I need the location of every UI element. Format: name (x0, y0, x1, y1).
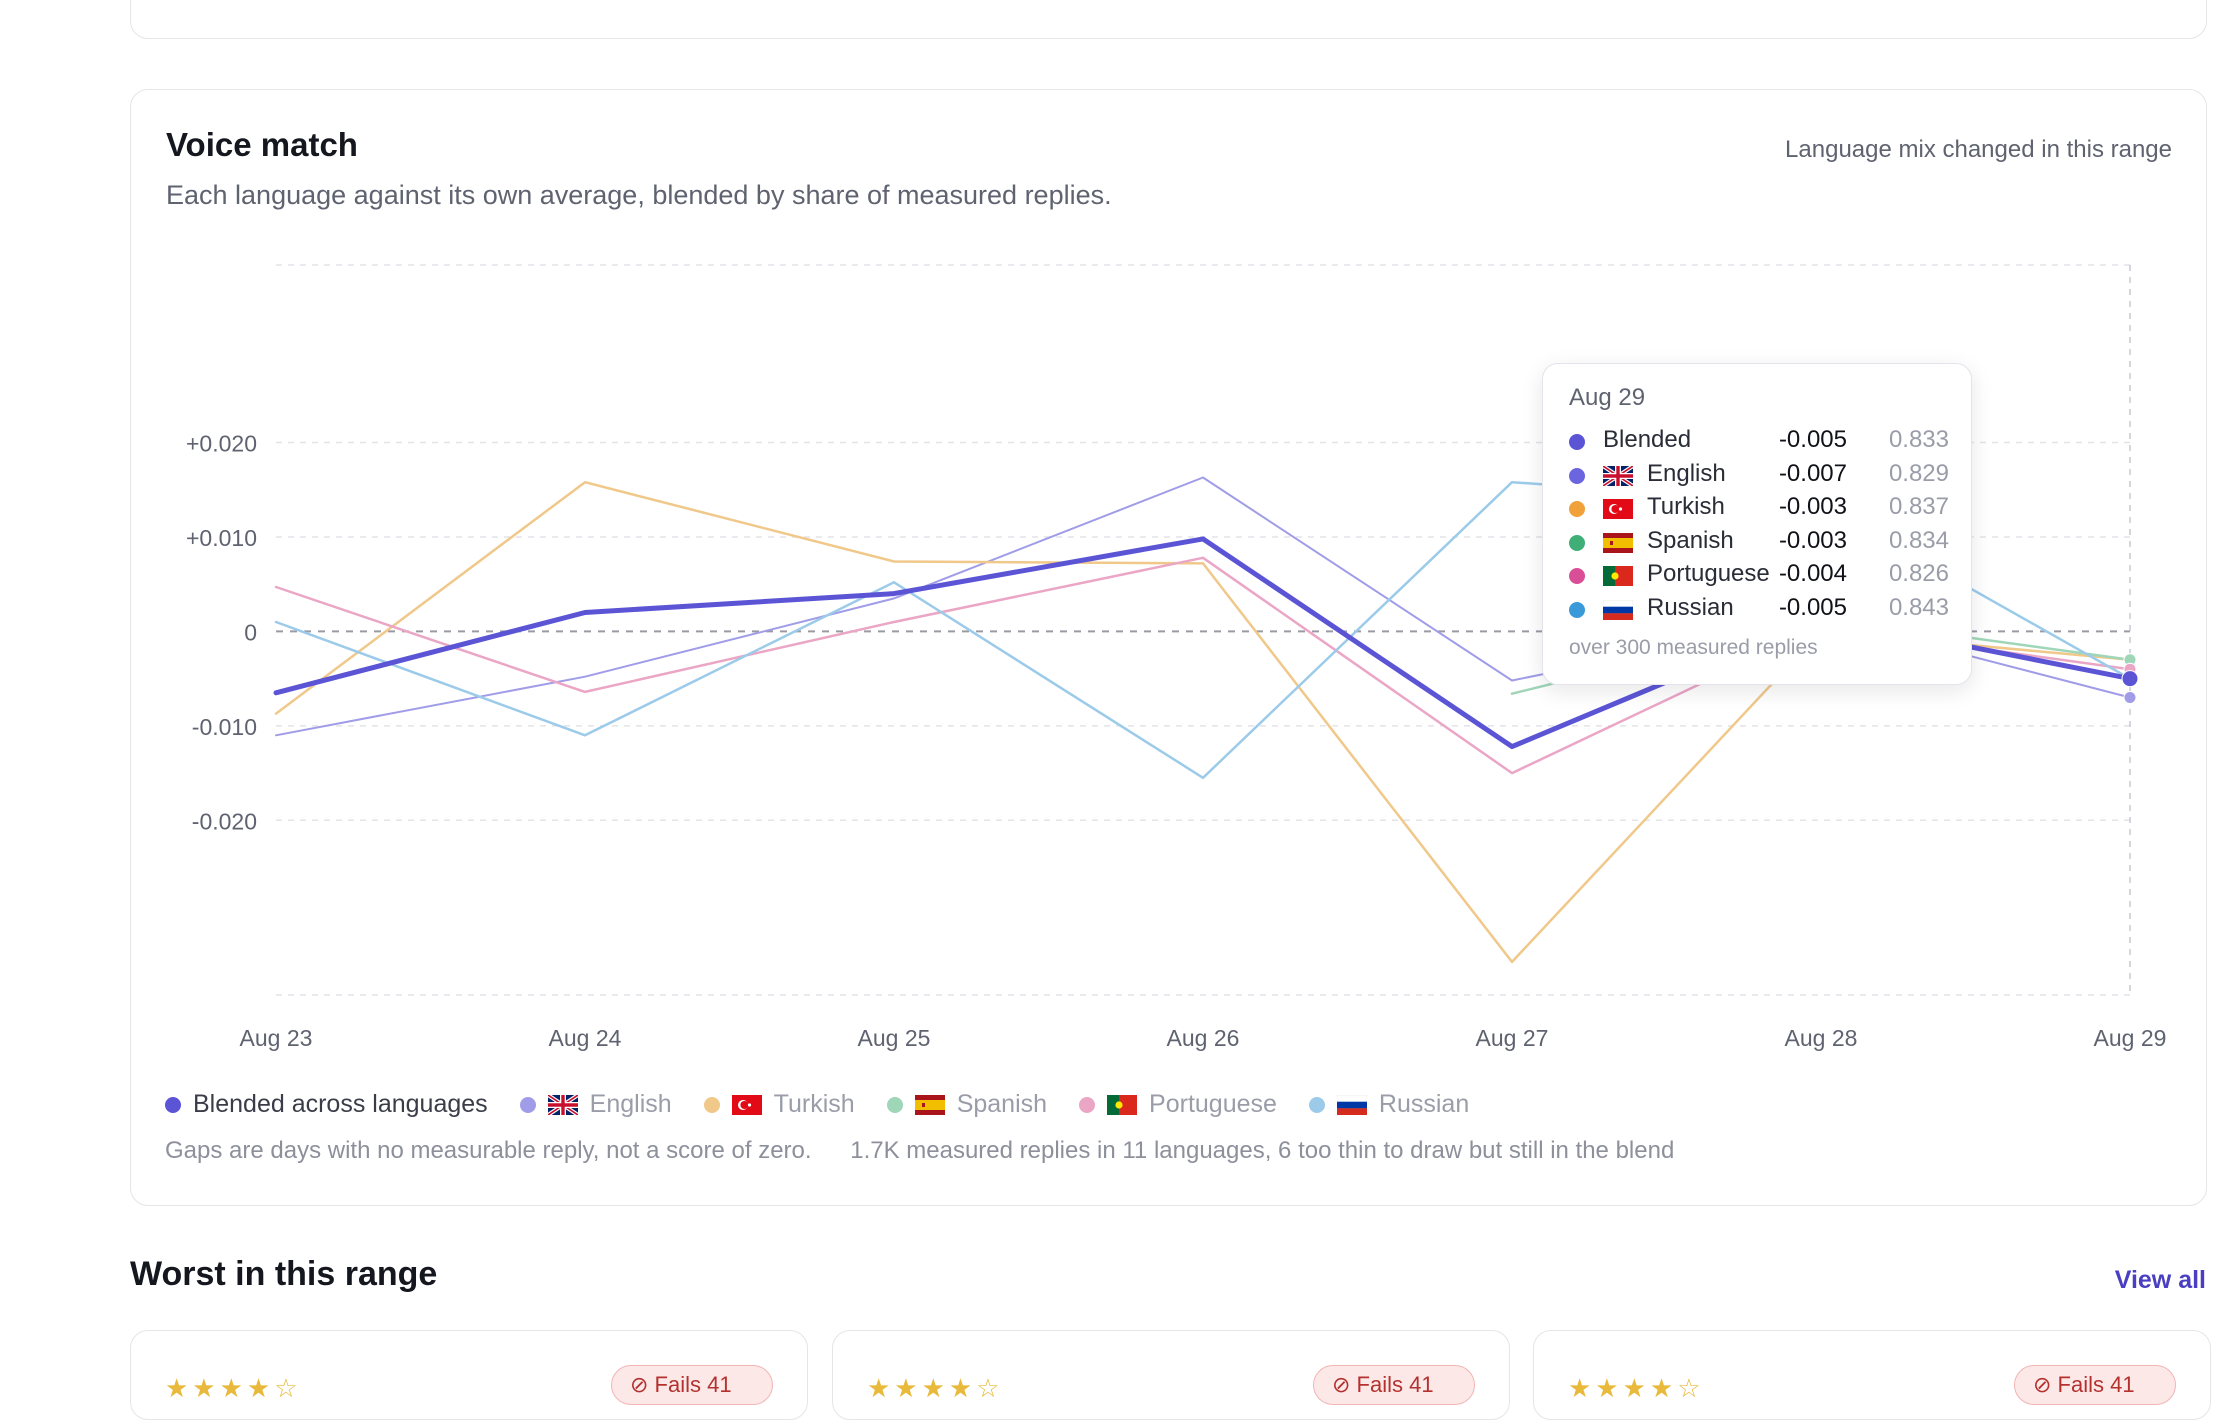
y-tick-label: -0.010 (192, 714, 257, 740)
tooltip-series-name: Turkish (1647, 493, 1725, 520)
chart-footnotes: Gaps are days with no measurable reply, … (165, 1137, 1706, 1165)
view-all-link[interactable]: View all (2114, 1266, 2206, 1294)
x-tick-label: Aug 25 (858, 1025, 931, 1051)
star-rating: ★★★★☆ (165, 1373, 302, 1403)
tooltip-row: English -0.007 0.829 (1569, 460, 1949, 493)
y-tick-label: 0 (244, 619, 257, 645)
x-tick-label: Aug 29 (2094, 1025, 2167, 1051)
tooltip-color-dot (1569, 568, 1585, 584)
tooltip-note: over 300 measured replies (1569, 636, 1818, 659)
legend-color-dot (886, 1096, 903, 1113)
legend-label: Spanish (956, 1090, 1048, 1118)
tooltip-score: 0.837 (1888, 493, 1949, 520)
previous-card (130, 0, 2207, 39)
x-tick-label: Aug 26 (1167, 1025, 1240, 1051)
legend-label: Turkish (773, 1090, 855, 1118)
x-tick-label: Aug 24 (549, 1025, 622, 1051)
legend-label: Russian (1378, 1090, 1470, 1118)
chart-legend: Blended across languages English Turkish Sp… (165, 1090, 1501, 1119)
voice-match-title: Voice match (166, 126, 358, 163)
chart-tooltip: Aug 29 Blended -0.005 0.833 English -0.007 0.… (1542, 363, 1972, 685)
tooltip-score: 0.826 (1888, 560, 1949, 587)
tooltip-score: 0.843 (1888, 593, 1949, 621)
fail-badge: ⊘ Fails 41 (2014, 1365, 2176, 1405)
x-tick-label: Aug 23 (240, 1025, 313, 1051)
tooltip-score: 0.833 (1888, 426, 1949, 453)
pt-flag-icon (1603, 566, 1633, 586)
footnote-counts: 1.7K measured replies in 11 languages, 6… (850, 1137, 1675, 1164)
footnote-gaps: Gaps are days with no measurable reply, … (165, 1137, 812, 1164)
ru-flag-icon (1603, 599, 1633, 620)
worst-card[interactable]: ★★★★☆ ⊘ Fails 41 (832, 1330, 1510, 1420)
y-tick-label: +0.020 (186, 431, 257, 457)
tooltip-delta: -0.003 (1778, 493, 1847, 520)
ru-flag-icon (1336, 1094, 1367, 1115)
tr-flag-icon (731, 1094, 762, 1115)
legend-label: English (589, 1090, 672, 1118)
tooltip-score: 0.834 (1888, 526, 1949, 554)
x-tick-label: Aug 27 (1476, 1025, 1549, 1051)
tr-flag-icon (1603, 499, 1633, 519)
tooltip-color-dot (1569, 534, 1585, 551)
tooltip-delta: -0.005 (1778, 593, 1847, 621)
worst-section-title: Worst in this range (130, 1255, 438, 1293)
tooltip-row: Portuguese -0.004 0.826 (1569, 560, 1949, 593)
tooltip-series-name: Blended (1603, 426, 1692, 453)
tooltip-color-dot (1569, 501, 1585, 517)
star-rating: ★★★★☆ (1568, 1373, 1705, 1403)
star-rating: ★★★★☆ (867, 1373, 1004, 1403)
legend-item[interactable]: Blended across languages (165, 1090, 488, 1119)
legend-item[interactable]: Portuguese (1079, 1090, 1277, 1119)
tooltip-delta: -0.003 (1778, 526, 1847, 554)
gb-flag-icon (1603, 465, 1633, 486)
worst-card[interactable]: ★★★★☆ ⊘ Fails 41 (1533, 1330, 2211, 1420)
tooltip-delta: -0.007 (1778, 459, 1847, 487)
tooltip-row: Russian -0.005 0.843 (1569, 594, 1949, 627)
tooltip-score: 0.829 (1888, 459, 1949, 487)
legend-color-dot (1308, 1096, 1325, 1113)
tooltip-color-dot (1569, 434, 1585, 450)
legend-color-dot (165, 1096, 181, 1113)
tooltip-series-name: Russian (1647, 593, 1734, 621)
x-tick-label: Aug 28 (1785, 1025, 1858, 1051)
legend-label: Blended across languages (193, 1090, 488, 1118)
voice-match-subtitle: Each language against its own average, b… (166, 180, 1112, 210)
legend-item[interactable]: English (519, 1090, 672, 1119)
legend-item[interactable]: Turkish (703, 1090, 855, 1119)
legend-item[interactable]: Russian (1308, 1090, 1470, 1119)
tooltip-row: Spanish -0.003 0.834 (1569, 527, 1949, 560)
y-tick-label: -0.020 (192, 808, 257, 834)
tooltip-row: Turkish -0.003 0.837 (1569, 493, 1949, 526)
tooltip-delta: -0.005 (1778, 426, 1847, 453)
legend-item[interactable]: Spanish (886, 1090, 1048, 1119)
legend-label: Portuguese (1149, 1090, 1277, 1118)
es-flag-icon (914, 1094, 945, 1115)
y-tick-label: +0.010 (186, 525, 257, 551)
hover-point[interactable] (2121, 670, 2139, 688)
tooltip-series-name: English (1647, 459, 1726, 487)
tooltip-color-dot (1569, 601, 1585, 618)
pt-flag-icon (1107, 1094, 1138, 1115)
tooltip-delta: -0.004 (1778, 560, 1847, 587)
tooltip-color-dot (1569, 467, 1585, 484)
tooltip-date: Aug 29 (1569, 384, 1646, 411)
fail-badge: ⊘ Fails 41 (611, 1365, 773, 1405)
worst-card[interactable]: ★★★★☆ ⊘ Fails 41 (130, 1330, 808, 1420)
tooltip-series-name: Spanish (1647, 526, 1734, 554)
legend-color-dot (519, 1096, 536, 1113)
tooltip-row: Blended -0.005 0.833 (1569, 426, 1949, 459)
tooltip-series-name: Portuguese (1647, 560, 1770, 587)
language-mix-note: Language mix changed in this range (1785, 136, 2172, 163)
fail-badge: ⊘ Fails 41 (1313, 1365, 1475, 1405)
es-flag-icon (1603, 532, 1633, 553)
gb-flag-icon (547, 1094, 578, 1115)
hover-point[interactable] (2123, 691, 2137, 705)
legend-color-dot (1079, 1096, 1096, 1113)
legend-color-dot (703, 1096, 720, 1113)
